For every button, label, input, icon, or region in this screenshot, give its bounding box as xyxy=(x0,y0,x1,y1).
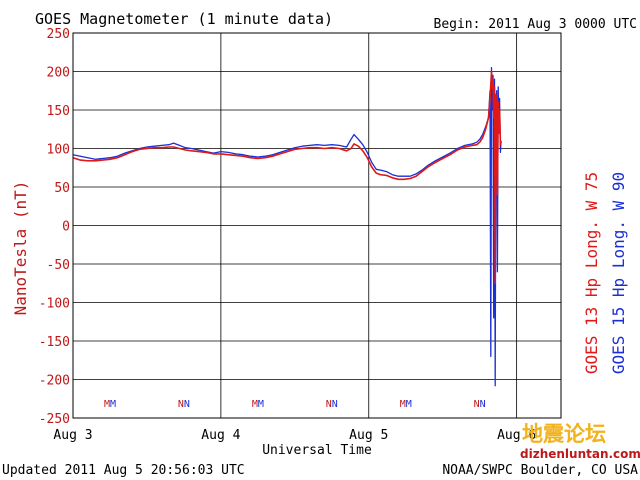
updated-timestamp: Updated 2011 Aug 5 20:56:03 UTC xyxy=(2,463,245,478)
local-noon-midnight-markers: MM NN MM NN MM NN xyxy=(104,399,486,410)
time-marker: MM xyxy=(104,399,116,410)
x-axis-label: Universal Time xyxy=(262,443,372,458)
grid-lines xyxy=(73,32,561,419)
x-tick-label: Aug 3 xyxy=(53,428,92,443)
plot-frame xyxy=(72,32,562,419)
time-marker: MM xyxy=(400,399,412,410)
y-tick-label: -50 xyxy=(47,258,70,273)
series-goes15-line xyxy=(72,66,502,387)
legend-goes13: GOES 13 Hp Long. W 75 xyxy=(582,172,601,374)
series-goes13-line xyxy=(72,70,502,285)
x-axis-ticks: Aug 3 Aug 4 Aug 5 Aug 6 xyxy=(53,428,536,443)
y-tick-label: -200 xyxy=(39,374,70,389)
x-tick-label: Aug 6 xyxy=(497,428,536,443)
y-axis-ticks: 250 200 150 100 50 0 -50 -100 -150 -200 -250 xyxy=(39,27,70,427)
y-tick-label: -100 xyxy=(39,297,70,312)
y-tick-label: 100 xyxy=(47,143,70,158)
y-tick-label: -150 xyxy=(39,335,70,350)
y-tick-label: 200 xyxy=(47,66,70,81)
time-marker: NN xyxy=(178,399,190,410)
x-tick-label: Aug 4 xyxy=(201,428,240,443)
time-marker: NN xyxy=(474,399,486,410)
y-tick-label: 250 xyxy=(47,27,70,42)
data-source: NOAA/SWPC Boulder, CO USA xyxy=(442,463,638,478)
begin-time: Begin: 2011 Aug 3 0000 UTC xyxy=(434,17,638,32)
legend-goes15: GOES 15 Hp Long. W 90 xyxy=(609,172,628,374)
series-lines xyxy=(72,66,502,387)
chart-title: GOES Magnetometer (1 minute data) xyxy=(35,10,333,28)
y-tick-label: 150 xyxy=(47,104,70,119)
y-axis-label: NanoTesla (nT) xyxy=(11,181,30,316)
y-tick-label: -250 xyxy=(39,412,70,427)
time-marker: MM xyxy=(252,399,264,410)
watermark-url: dizhenluntan.com xyxy=(520,447,640,461)
y-tick-label: 0 xyxy=(62,220,70,235)
x-tick-label: Aug 5 xyxy=(349,428,388,443)
watermark-chinese: 地震论坛 xyxy=(522,422,606,446)
y-tick-label: 50 xyxy=(54,181,70,196)
time-marker: NN xyxy=(326,399,338,410)
